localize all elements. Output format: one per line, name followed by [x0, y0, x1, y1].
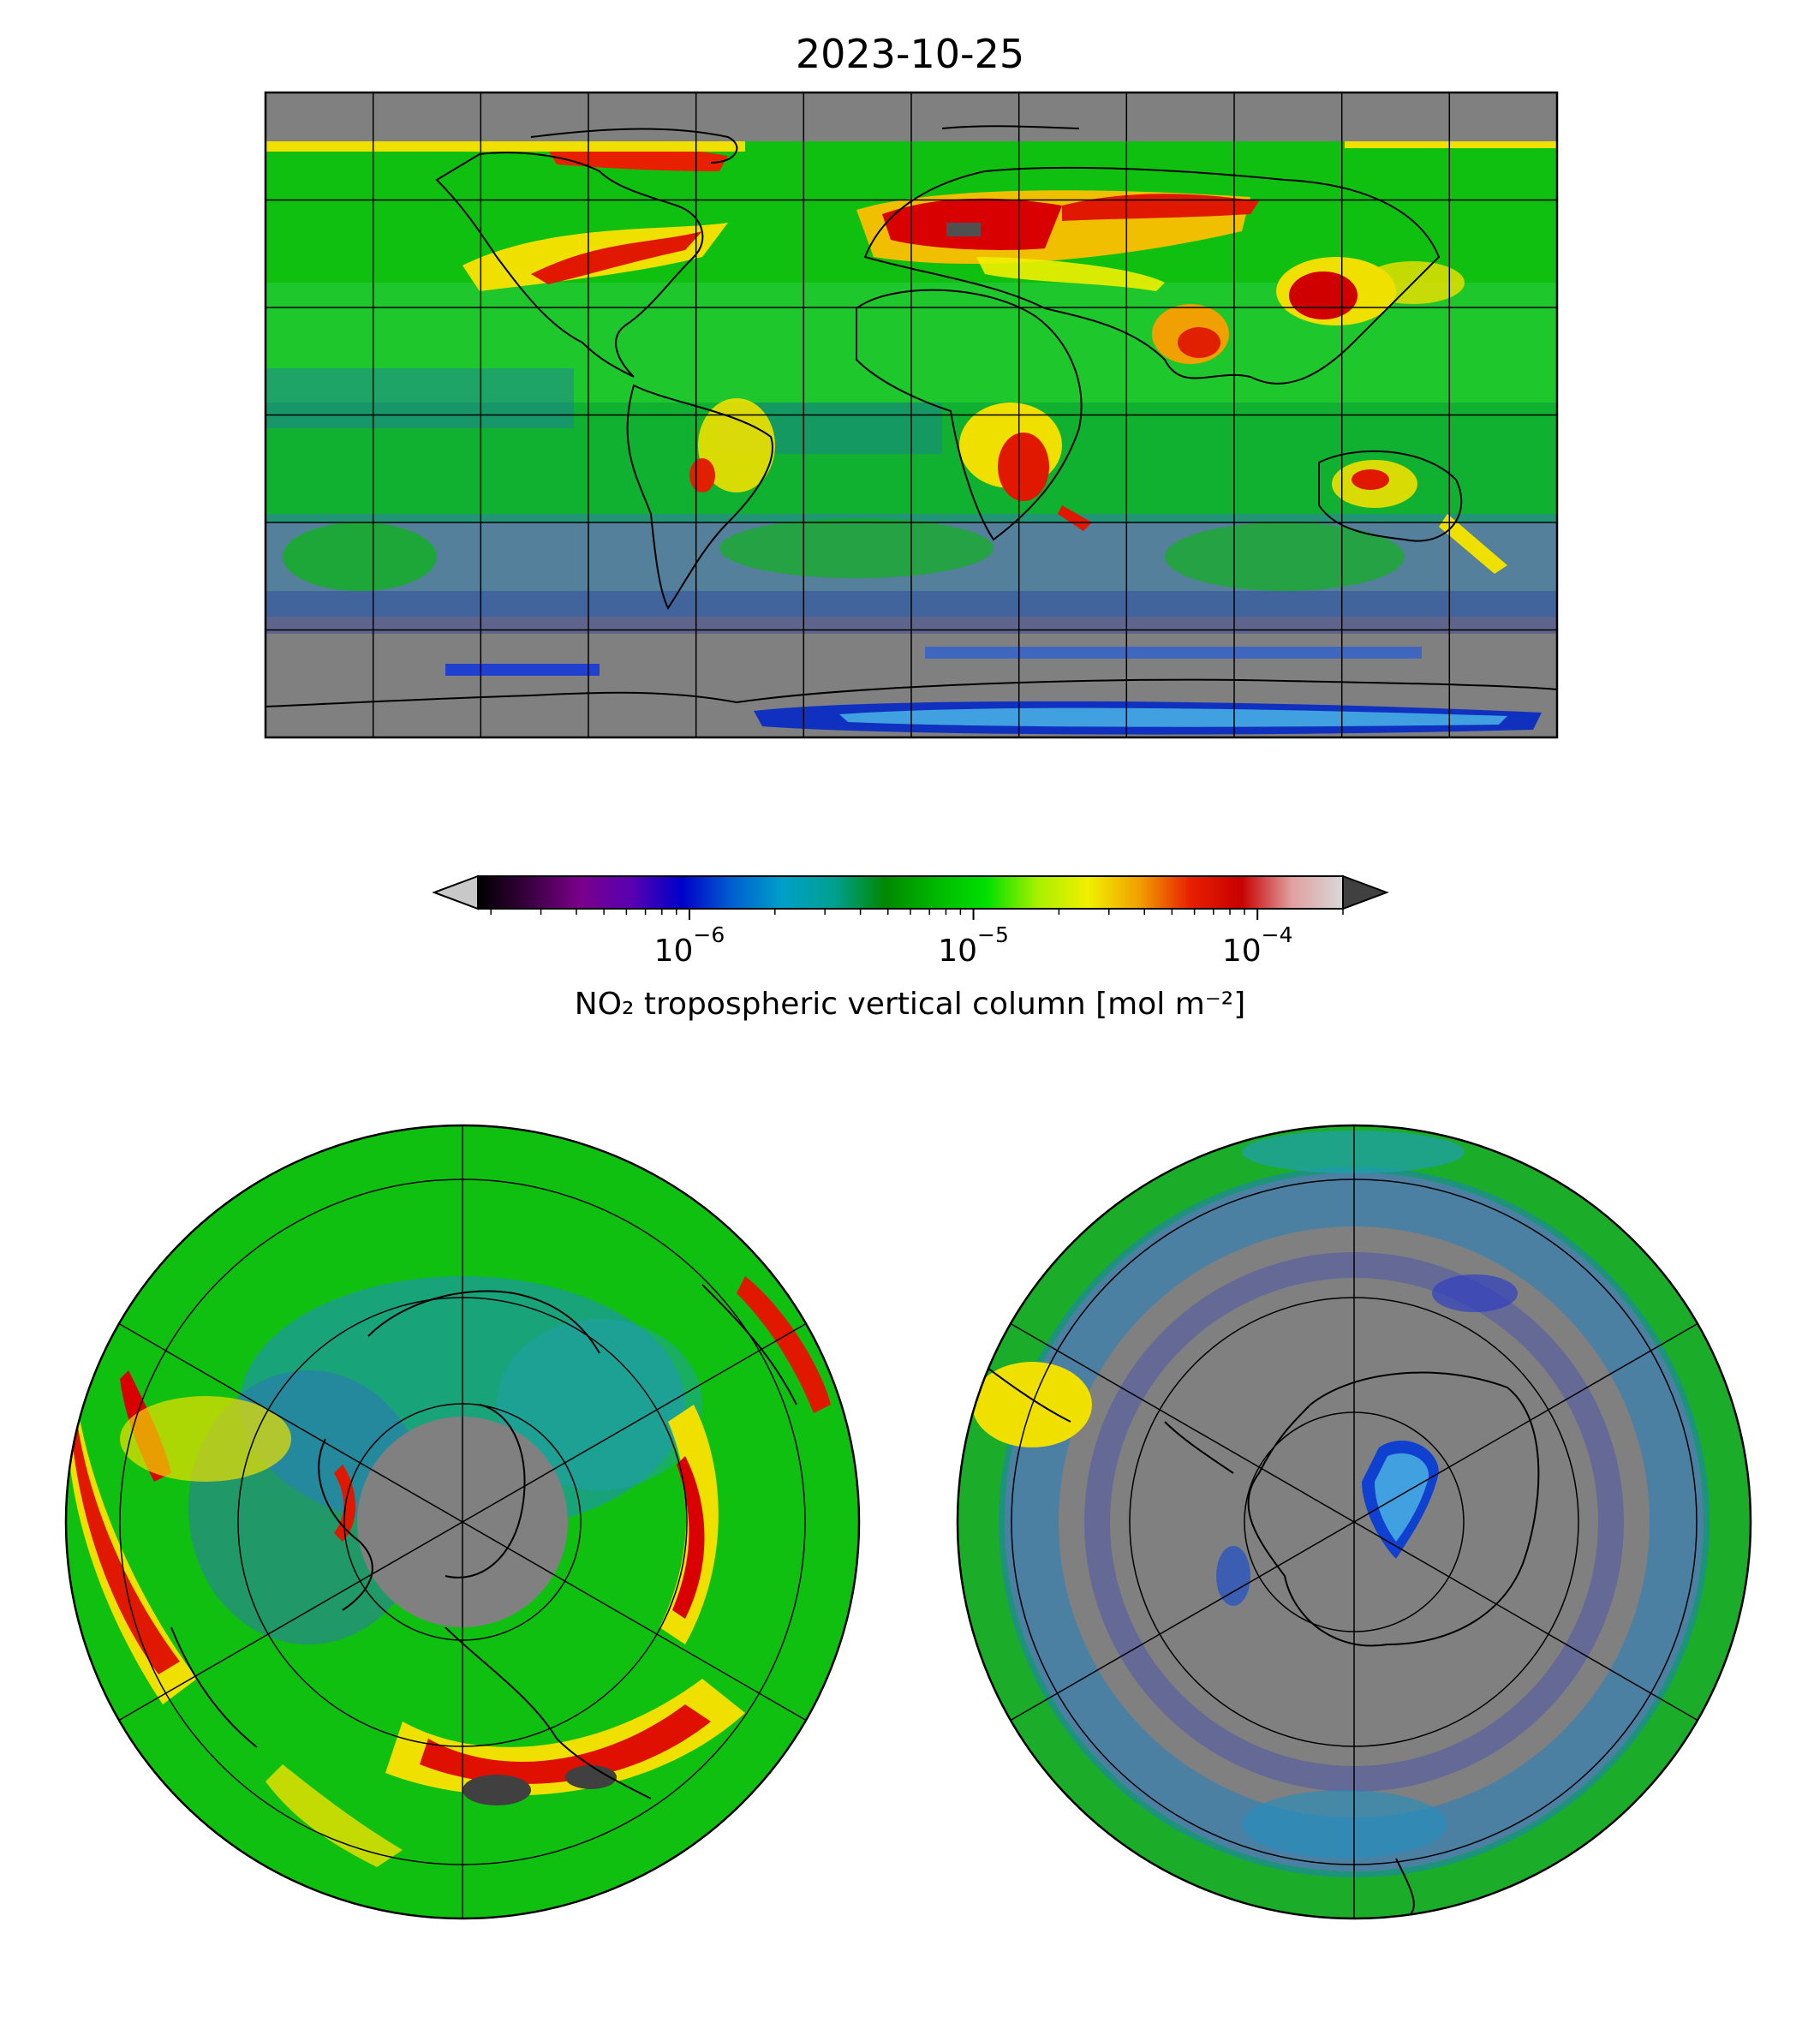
- colorbar-tick-base: 10: [938, 934, 978, 969]
- colorbar: [432, 874, 1389, 920]
- global-coastlines: [266, 125, 1557, 707]
- north-coastlines: [170, 1284, 797, 1799]
- global-map-frame: [264, 91, 1559, 739]
- south-polar-map: [956, 1124, 1752, 1920]
- south-gridlines: [1010, 1125, 1698, 1919]
- colorbar-extend-over: [1342, 874, 1389, 910]
- colorbar-extend-under: [432, 874, 479, 910]
- colorbar-tick-exponent: −5: [977, 922, 1009, 947]
- north-no2-field: [67, 1276, 831, 1867]
- colorbar-tick-base: 10: [653, 934, 694, 969]
- north-map-frame: [64, 1124, 861, 1920]
- colorbar-tick-exponent: −6: [693, 922, 725, 947]
- colorbar-body: [478, 876, 1343, 909]
- south-map-frame: [956, 1124, 1752, 1920]
- figure-title: 2023-10-25: [795, 31, 1025, 77]
- colorbar-tick-base: 10: [1221, 934, 1262, 969]
- colorbar-tick-exponent: −4: [1261, 922, 1293, 947]
- colorbar-label: NO₂ tropospheric vertical column [mol m⁻…: [574, 987, 1246, 1022]
- colorbar-ticks: [490, 909, 1344, 920]
- colorbar-tick-label: 10−6: [604, 924, 775, 969]
- colorbar-tick-label: 10−5: [888, 924, 1059, 969]
- north-gridlines: [118, 1125, 807, 1919]
- colorbar-tick-label: 10−4: [1172, 924, 1343, 969]
- global-map: [264, 91, 1559, 739]
- north-polar-map: [64, 1124, 861, 1920]
- global-gridlines: [266, 92, 1557, 737]
